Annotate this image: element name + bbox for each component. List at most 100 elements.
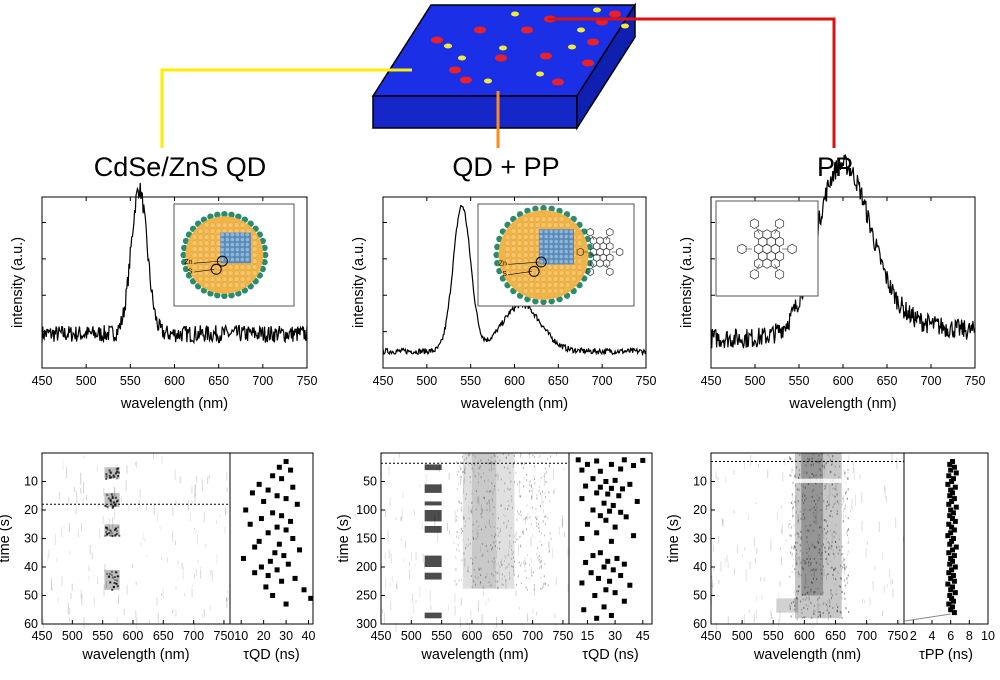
pp-noise-pixel bbox=[829, 542, 831, 545]
shell-atom bbox=[209, 222, 216, 228]
pp-noise-pixel bbox=[461, 559, 463, 562]
pp-noise-pixel bbox=[492, 499, 494, 502]
pp-noise-pixel bbox=[493, 557, 495, 560]
noise-streak bbox=[852, 461, 854, 473]
noise-streak bbox=[114, 488, 116, 496]
noise-streak bbox=[422, 553, 424, 563]
core-atom bbox=[235, 247, 240, 252]
pp-noise-pixel bbox=[846, 497, 848, 500]
molecule-ring bbox=[775, 269, 785, 280]
pp-noise-pixel bbox=[845, 607, 847, 610]
pp-noise-pixel bbox=[487, 458, 489, 461]
shell-atom bbox=[522, 288, 529, 294]
pp-noise-pixel bbox=[490, 490, 492, 493]
noise-streak bbox=[802, 552, 804, 556]
noise-streak bbox=[142, 532, 144, 541]
shell-atom bbox=[251, 246, 258, 252]
shell-atom bbox=[522, 282, 529, 288]
pp-noise-pixel bbox=[800, 536, 802, 539]
pp-noise-pixel bbox=[823, 528, 825, 531]
pp-noise-pixel bbox=[472, 523, 474, 526]
molecule-bond bbox=[605, 263, 609, 270]
x-tick-label: 600 bbox=[833, 374, 854, 388]
pp-noise-pixel bbox=[460, 461, 462, 464]
x-tick-label: 600 bbox=[123, 629, 144, 643]
pp-noise-pixel bbox=[815, 503, 817, 506]
lifetime-point bbox=[256, 481, 262, 487]
noise-streak bbox=[842, 495, 844, 504]
pp-noise-pixel bbox=[507, 520, 509, 523]
shell-atom bbox=[552, 288, 559, 294]
noise-streak bbox=[413, 602, 415, 614]
shell-atom bbox=[528, 228, 535, 234]
pp-noise-pixel bbox=[497, 527, 499, 530]
x-tick-label: 650 bbox=[492, 629, 513, 643]
lifetime-point bbox=[621, 457, 627, 463]
pp-noise-pixel bbox=[794, 458, 796, 461]
noise-streak bbox=[808, 591, 810, 602]
lifetime-point bbox=[949, 479, 955, 484]
pp-noise-pixel bbox=[840, 611, 842, 614]
pp-noise-pixel bbox=[504, 515, 506, 518]
pp-noise-pixel bbox=[830, 589, 832, 592]
emission-pixel bbox=[118, 534, 121, 537]
pp-noise-pixel bbox=[477, 576, 479, 579]
pp-noise-pixel bbox=[845, 566, 847, 569]
emission-pixel bbox=[104, 526, 107, 529]
qd-blink-on bbox=[424, 572, 442, 580]
noise-streak bbox=[485, 600, 487, 606]
noise-streak bbox=[815, 513, 817, 526]
shell-atom bbox=[191, 270, 198, 277]
ligand-bead bbox=[540, 204, 547, 212]
pp-noise-pixel bbox=[834, 582, 836, 585]
pp-noise-pixel bbox=[791, 546, 793, 549]
pp-noise-pixel bbox=[797, 500, 800, 503]
shell-atom bbox=[209, 240, 216, 246]
noise-streak bbox=[400, 538, 402, 541]
noise-streak bbox=[884, 485, 886, 493]
noise-streak bbox=[555, 577, 557, 585]
molecule-ring bbox=[749, 269, 759, 280]
pp-noise-pixel bbox=[539, 454, 541, 457]
pp-noise-pixel bbox=[797, 590, 800, 593]
pp-noise-pixel bbox=[807, 544, 809, 547]
noise-streak bbox=[89, 545, 91, 555]
pp-noise-pixel bbox=[800, 517, 802, 520]
noise-streak bbox=[80, 487, 82, 494]
molecule-bond bbox=[756, 264, 760, 271]
noise-streak bbox=[761, 595, 763, 600]
lifetime-point bbox=[308, 595, 314, 601]
noise-streak bbox=[489, 504, 491, 512]
pp-noise-pixel bbox=[840, 564, 842, 567]
pp-noise-pixel bbox=[515, 538, 517, 541]
shell-atom bbox=[227, 282, 234, 289]
lifetime-point bbox=[608, 461, 614, 467]
pp-noise-pixel bbox=[827, 553, 830, 556]
shell-atom bbox=[516, 222, 523, 228]
pp-noise-pixel bbox=[499, 540, 501, 543]
noise-streak bbox=[724, 557, 726, 568]
pp-noise-pixel bbox=[796, 562, 798, 565]
pp-noise-pixel bbox=[841, 560, 843, 563]
noise-streak bbox=[530, 567, 532, 577]
pp-noise-pixel bbox=[833, 577, 835, 580]
noise-streak bbox=[210, 569, 212, 576]
pp-noise-pixel bbox=[500, 504, 502, 507]
zn-label: Zn bbox=[184, 259, 192, 266]
pp-noise-pixel bbox=[516, 510, 518, 513]
pp-noise-pixel bbox=[793, 591, 795, 594]
pp-noise-pixel bbox=[475, 508, 477, 511]
pp-noise-pixel bbox=[790, 526, 792, 529]
pp-noise-pixel bbox=[788, 457, 791, 460]
lifetime-point bbox=[610, 567, 616, 573]
pp-noise-pixel bbox=[519, 535, 521, 538]
pp-noise-pixel bbox=[477, 481, 479, 484]
noise-streak bbox=[216, 553, 218, 565]
pp-noise-pixel bbox=[491, 572, 493, 575]
pp-noise-pixel bbox=[456, 461, 458, 464]
pp-noise-pixel bbox=[545, 480, 547, 483]
noise-streak bbox=[841, 567, 843, 573]
pp-noise-pixel bbox=[832, 487, 834, 490]
molecule-bond bbox=[756, 227, 760, 234]
pp-noise-pixel bbox=[465, 457, 467, 460]
